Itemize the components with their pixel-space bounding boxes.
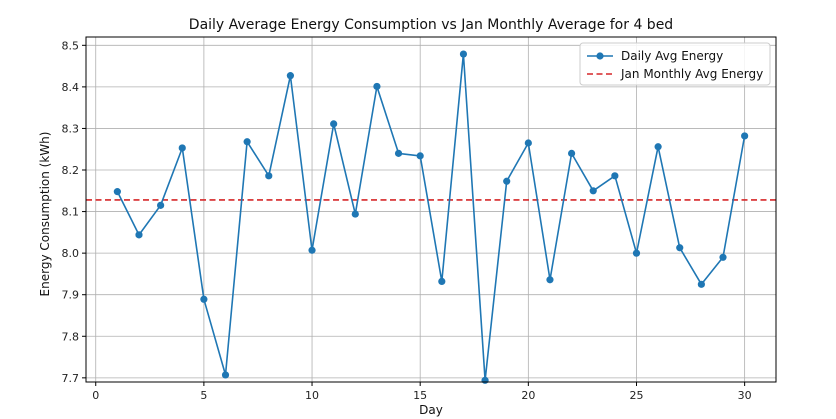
daily-avg-line: [116, 53, 746, 382]
data-point: [589, 187, 597, 195]
y-tick-label: 8.1: [62, 206, 80, 219]
legend-marker: [596, 52, 604, 60]
x-tick-label: 0: [92, 389, 99, 402]
data-point: [221, 371, 230, 379]
x-tick-label: 10: [305, 389, 319, 402]
data-point: [243, 138, 251, 146]
data-point: [719, 253, 727, 261]
y-tick-label: 8.3: [62, 122, 80, 135]
data-point: [567, 149, 576, 157]
data-point: [546, 276, 554, 284]
legend-label-daily: Daily Avg Energy: [621, 49, 723, 63]
data-point: [200, 295, 208, 303]
y-axis-title: Energy Consumption (kWh): [38, 132, 52, 297]
x-tick-label: 30: [738, 389, 752, 402]
data-point: [394, 149, 403, 157]
y-tick-label: 7.9: [62, 289, 80, 302]
data-point: [178, 144, 186, 152]
data-point: [676, 244, 684, 252]
data-point: [459, 50, 468, 58]
y-tick-label: 7.7: [62, 372, 80, 385]
legend-label-monthly: Jan Monthly Avg Energy: [620, 67, 763, 81]
x-axis-title: Day: [419, 403, 443, 417]
legend-box: [579, 42, 771, 86]
data-point: [503, 177, 511, 185]
y-tick-label: 8.4: [62, 81, 80, 94]
data-point: [330, 120, 338, 128]
data-point: [654, 143, 662, 151]
y-tick-label: 8.0: [62, 247, 80, 260]
series-layer: [113, 50, 749, 384]
plot-frame: [85, 36, 777, 383]
x-tick-label: 20: [521, 389, 535, 402]
x-axis-ticks: 0 5 10 15 20 25 30: [92, 382, 752, 402]
data-point: [632, 249, 641, 257]
data-point: [351, 210, 359, 218]
x-tick-label: 25: [629, 389, 643, 402]
data-point: [113, 188, 121, 196]
data-point: [524, 139, 532, 147]
chart-title: Daily Average Energy Consumption vs Jan …: [189, 17, 673, 33]
data-point: [373, 82, 381, 91]
y-tick-label: 8.5: [62, 39, 80, 52]
data-point: [481, 376, 489, 384]
y-axis-ticks: 7.7 7.8 7.9 8.0 8.1 8.2 8.3 8.4 8.5: [62, 39, 86, 385]
data-point: [697, 280, 705, 288]
data-point: [135, 231, 143, 239]
data-point: [416, 152, 424, 160]
data-point: [308, 246, 316, 254]
x-tick-label: 5: [200, 389, 207, 402]
data-point: [438, 277, 446, 286]
y-tick-label: 7.8: [62, 330, 80, 343]
data-point: [157, 201, 165, 209]
y-tick-label: 8.2: [62, 164, 80, 177]
data-point: [741, 132, 749, 140]
data-point: [286, 72, 295, 80]
data-point: [265, 172, 273, 180]
legend: Daily Avg Energy Jan Monthly Avg Energy: [579, 42, 771, 86]
x-tick-label: 15: [413, 389, 427, 402]
grid: [86, 37, 776, 382]
data-point: [611, 172, 619, 180]
